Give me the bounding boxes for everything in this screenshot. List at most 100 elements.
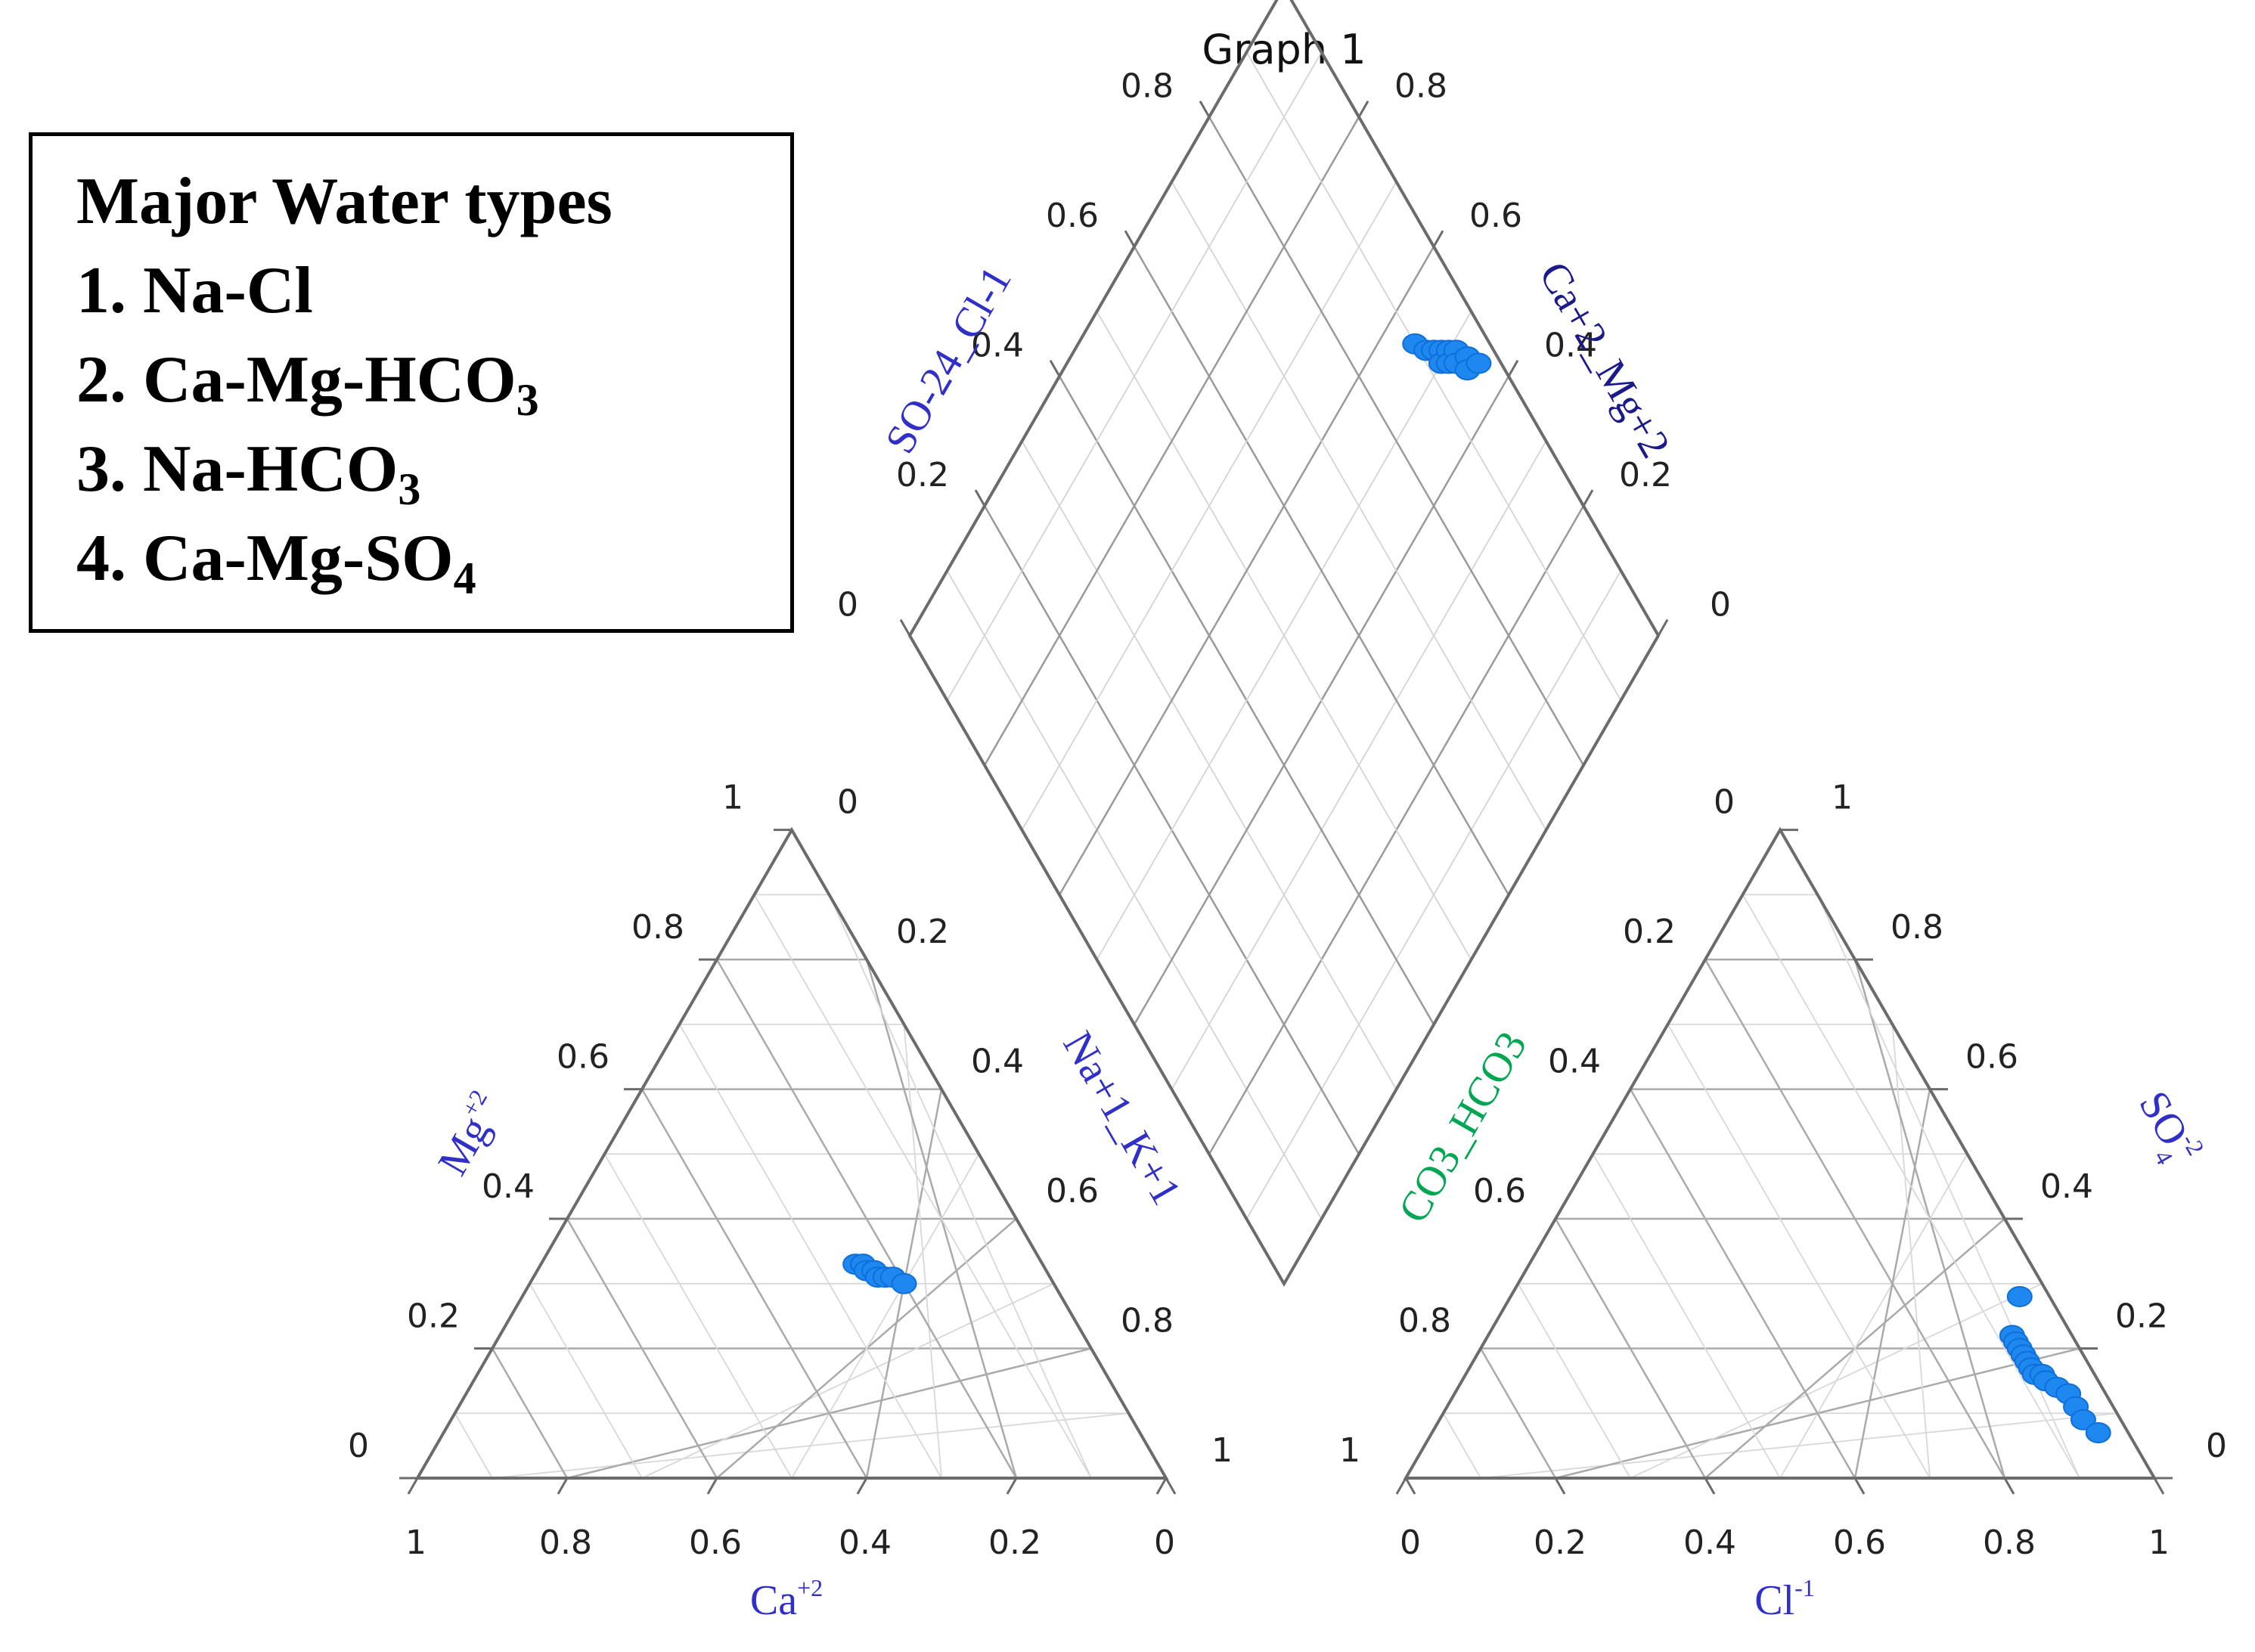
tick-mark [1657,618,1669,637]
tick-layer: 1 0 0 0.8 0.2 0.2 0.6 0.4 0.4 0.4 0.6 0.6 0.2 0.8 0.8 0… [348,67,2227,1562]
tick-mark [1395,1477,1407,1495]
grid-line [903,1024,942,1479]
tick-mark [1404,1477,1416,1495]
tick-label: 0.4 [2040,1167,2093,1206]
tick-label: 1 [1832,779,1853,817]
anion-data-point [2070,1409,2096,1430]
grid-line [1245,51,1622,701]
grid-line [715,959,1018,1479]
grid-line [1629,1088,1856,1479]
tick-label: 0.2 [407,1297,460,1336]
tick-label: 0.2 [1619,456,1672,494]
diamond-frame [907,0,1661,1288]
tick-label: 0.8 [1891,908,1943,947]
grid-line [603,1153,793,1479]
cation-data-point [891,1272,917,1294]
grid-line [946,51,1323,701]
tick-mark [1554,1477,1566,1495]
tick-label: 0.8 [1983,1523,2036,1562]
tick-label: 0.4 [1683,1523,1736,1562]
tick-mark [2153,1477,2165,1495]
tick-label: 1 [2148,1523,2170,1562]
tick-label: 0 [1154,1523,1175,1562]
tick-mark [790,829,802,847]
tick-label: 0 [837,586,858,625]
tick-mark [1704,1477,1716,1495]
axis-label-cl: Cl-1 [1754,1574,1815,1624]
tick-label: 0.4 [1544,327,1597,365]
tick-mark [1432,230,1444,247]
grid-line [1891,1024,1931,1479]
tick-label: 1 [405,1523,426,1562]
grid-line [641,1088,868,1479]
tick-label: 0.6 [1046,197,1099,235]
tick-mark [1155,1477,1168,1495]
tick-label: 0.2 [1534,1523,1587,1562]
diamond-data-point [1466,352,1492,374]
grid-line [1592,1153,1781,1479]
tick-mark [1507,359,1519,377]
tick-label: 0.8 [1121,1302,1174,1341]
grid-line [791,1153,980,1479]
legend-item-1: 1. Na-Cl [76,246,790,336]
grid-line [1517,1283,1631,1479]
tick-mark [407,1477,419,1495]
tick-mark [1124,230,1136,247]
grid-line [529,1283,643,1479]
anion-triangle-frame [1403,826,2157,1480]
tick-label: 0.4 [839,1523,892,1562]
tick-label: 0 [837,783,858,822]
tick-label: 0.2 [896,456,949,494]
tick-mark [1853,1477,1866,1495]
legend-item-subscript: 3 [516,375,539,425]
grid-line [1779,1153,1968,1479]
tick-label: 0.6 [1965,1038,2018,1077]
chart-title: Graph 1 [1202,26,1366,73]
grid-line [983,116,1360,766]
grid-line [1171,181,1547,831]
tick-label: 0.8 [1121,67,1174,106]
tick-label: 0.6 [689,1523,742,1562]
grid-line [1442,1412,1481,1479]
anion-data-point [2006,1285,2033,1307]
grid-line [1554,1218,1707,1479]
grid-line [753,894,1092,1479]
tick-label: 0 [348,1427,369,1465]
tick-mark [2003,1477,2015,1495]
tick-label: 0 [1400,1523,1421,1562]
tick-mark [1582,489,1594,507]
tick-mark [940,1088,952,1106]
tick-mark [974,489,986,507]
grid-line [1704,959,2006,1479]
tick-mark [1357,100,1369,118]
tick-label: 0.8 [1398,1302,1451,1341]
tick-mark [1015,1218,1027,1235]
tick-label: 0.6 [1833,1523,1886,1562]
tick-mark [1090,1347,1102,1365]
tick-mark [1049,359,1061,377]
tick-mark [557,1477,569,1495]
grid-line [1058,246,1435,896]
tick-mark [1006,1477,1018,1495]
legend-item-subscript: 4 [453,553,476,603]
grid-layer [454,51,2117,1480]
tick-label: 0.8 [631,908,684,947]
tick-label: 0.4 [971,327,1024,365]
tick-label: 0.6 [557,1038,610,1077]
grid-line [1021,181,1397,831]
tick-label: 0 [2206,1427,2227,1465]
tick-mark [1770,829,1782,847]
grid-line [1479,1347,1557,1479]
legend-item-subscript: 3 [398,464,421,514]
tick-mark [706,1477,718,1495]
grid-line [454,1412,493,1479]
tick-mark [1165,1477,1177,1495]
data-point-layer [842,333,2111,1443]
grid-line [828,894,1092,1479]
grid-line [678,1024,942,1479]
tick-mark [1470,1347,1482,1365]
grid-line [1133,246,1510,896]
tick-label: 0.8 [1394,67,1447,106]
tick-label: 1 [1211,1431,1233,1470]
tick-mark [1620,1088,1632,1106]
